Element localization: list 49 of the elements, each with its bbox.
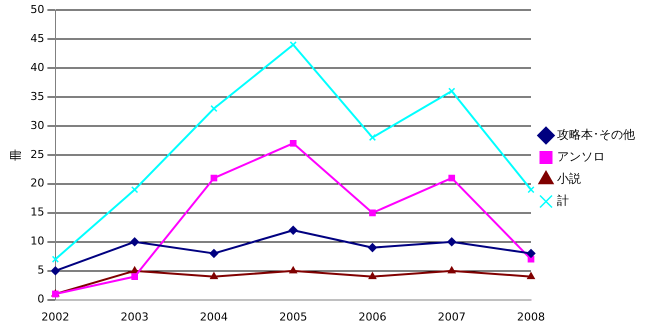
point (448, 266, 456, 274)
point (130, 266, 139, 274)
y-tick-label: 10 (30, 234, 44, 248)
point (290, 41, 297, 48)
point (289, 266, 298, 274)
point (447, 237, 456, 246)
y-tick-label: 50 (30, 2, 44, 16)
legend-label: 攻略本･その他 (557, 128, 635, 142)
point (369, 210, 376, 216)
y-tick-label: 20 (30, 176, 44, 190)
y-tick-label: 30 (30, 118, 44, 132)
point (527, 272, 535, 280)
point (368, 134, 376, 142)
y-tick-label: 15 (30, 206, 44, 219)
point (131, 273, 138, 280)
point (527, 186, 535, 194)
point (368, 272, 376, 280)
y-tick-label: 5 (37, 264, 44, 277)
y-tick-label: 0 (37, 292, 44, 306)
point (209, 248, 218, 258)
y-tick-label: 35 (30, 90, 44, 103)
x-tick-label: 2002 (41, 310, 70, 324)
point (448, 174, 456, 182)
legend-label: アンソロ (557, 150, 605, 164)
point (368, 243, 377, 252)
y-axis-title: 冊 (8, 148, 22, 161)
point (288, 226, 298, 235)
x-tick-label: 2008 (517, 310, 545, 324)
legend-label: 計 (557, 194, 569, 208)
legend-label: 小説 (557, 172, 581, 186)
x-tick-label: 2005 (279, 310, 308, 324)
point (448, 88, 456, 95)
point (50, 266, 60, 276)
point (526, 248, 536, 258)
x-tick-label: 2004 (200, 310, 228, 324)
point (290, 140, 297, 147)
x-tick-label: 2006 (358, 310, 386, 324)
y-tick-label: 45 (30, 32, 44, 45)
x-tick-label: 2007 (438, 310, 466, 324)
y-tick-label: 25 (30, 148, 44, 161)
point (131, 186, 138, 194)
y-tick-label: 40 (30, 60, 44, 74)
point (52, 256, 59, 263)
x-tick-label: 2003 (120, 310, 149, 324)
point (528, 256, 534, 263)
point (130, 237, 140, 246)
point (210, 104, 218, 112)
point (210, 174, 218, 182)
point (210, 272, 218, 280)
